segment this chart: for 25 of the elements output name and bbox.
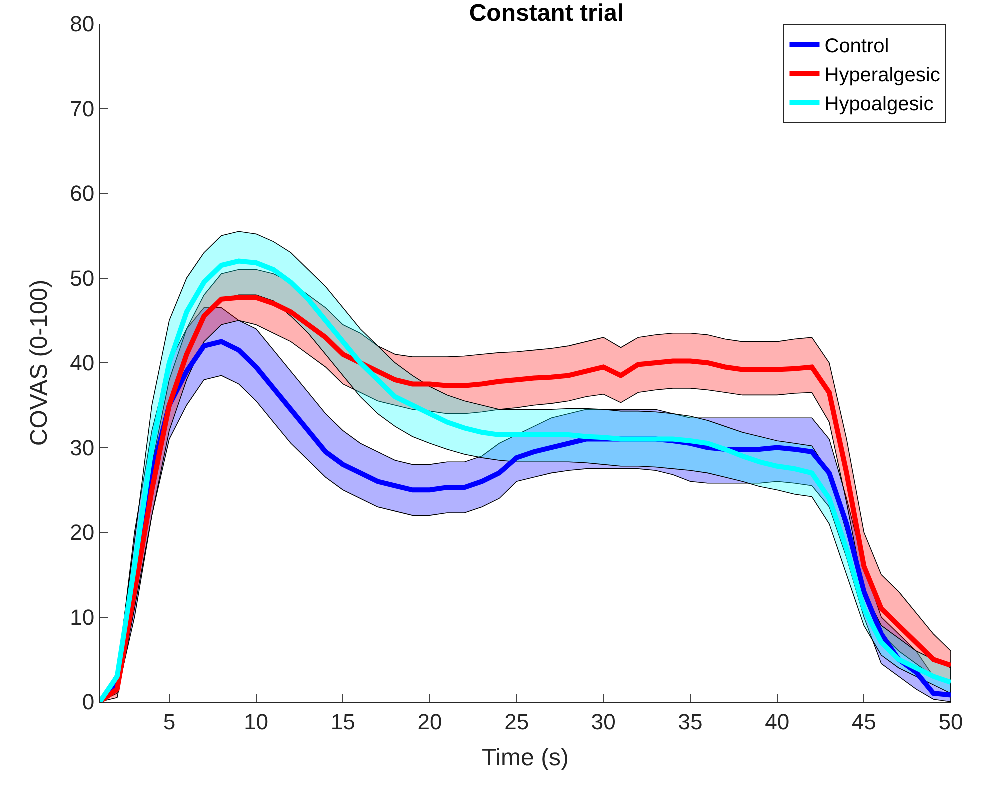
y-axis-title: COVAS (0-100) bbox=[26, 280, 54, 446]
x-tick-label: 10 bbox=[244, 709, 269, 734]
y-tick-label: 10 bbox=[70, 604, 95, 630]
y-tick-label: 60 bbox=[70, 181, 95, 206]
x-tick-label: 20 bbox=[418, 709, 442, 734]
x-tick-label: 35 bbox=[678, 709, 703, 734]
y-tick-label: 70 bbox=[70, 96, 95, 122]
x-axis-title: Time (s) bbox=[482, 744, 570, 772]
y-tick-label: 30 bbox=[70, 435, 95, 460]
x-tick-label: 5 bbox=[163, 709, 176, 734]
legend-label: Hypoalgesic bbox=[824, 93, 934, 116]
legend-label: Control bbox=[824, 35, 890, 58]
x-tick-label: 40 bbox=[765, 709, 790, 734]
y-tick-label: 80 bbox=[70, 12, 95, 37]
y-tick-label: 0 bbox=[82, 690, 95, 715]
chart-title: Constant trial bbox=[469, 0, 624, 27]
x-tick-label: 45 bbox=[852, 709, 876, 734]
x-tick-label: 50 bbox=[938, 709, 964, 734]
y-tick-label: 20 bbox=[70, 520, 95, 546]
legend-label: Hyperalgesic bbox=[824, 64, 940, 86]
x-tick-label: 30 bbox=[591, 709, 616, 734]
x-tick-label: 25 bbox=[504, 709, 530, 734]
y-tick-label: 40 bbox=[70, 350, 95, 376]
y-tick-label: 50 bbox=[70, 266, 95, 291]
x-tick-label: 15 bbox=[330, 709, 356, 734]
